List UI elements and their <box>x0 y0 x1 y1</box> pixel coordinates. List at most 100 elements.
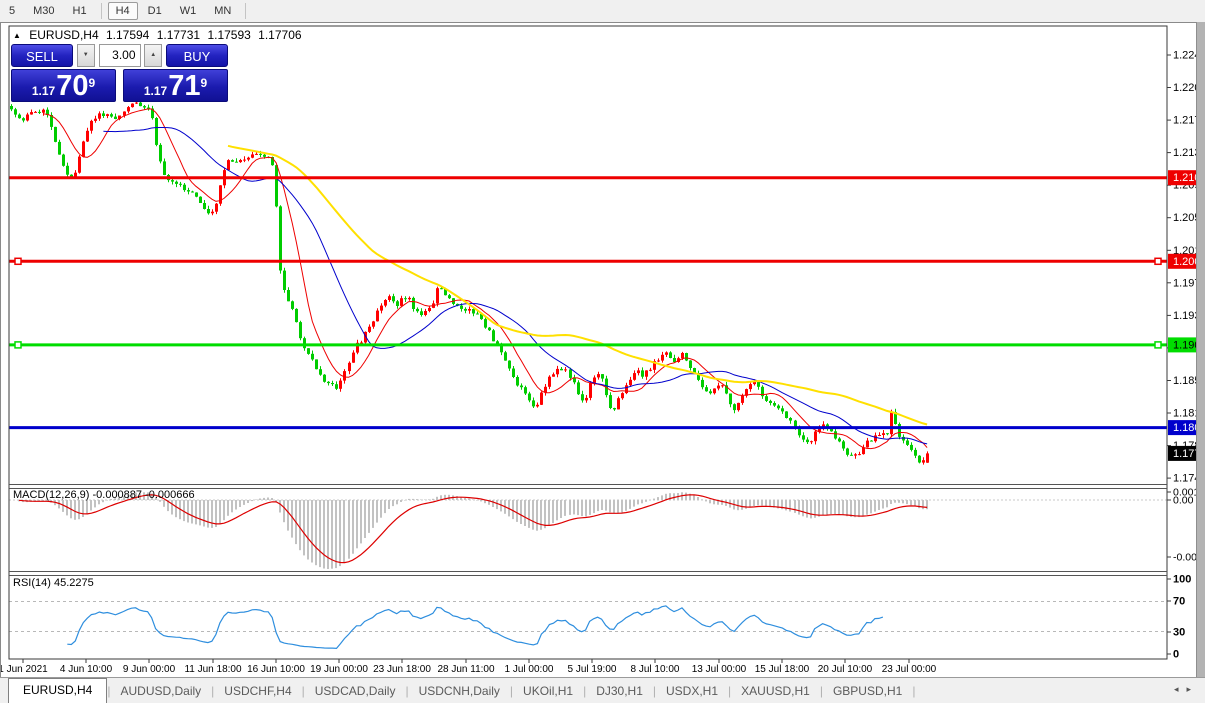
macd-histogram-bar <box>167 500 169 512</box>
price-chart[interactable]: 1.224801.220901.217001.213101.209201.205… <box>1 23 1197 678</box>
window-scroll-strip[interactable] <box>1196 22 1205 677</box>
tab-separator: | <box>211 684 215 698</box>
rsi-axis-label: 70 <box>1173 596 1185 608</box>
candle-body <box>163 161 166 175</box>
candle-body <box>74 172 77 178</box>
macd-histogram-bar <box>400 500 402 502</box>
timeframe-button-m30[interactable]: M30 <box>33 5 55 17</box>
macd-histogram-bar <box>42 500 44 502</box>
chart-tab-usdchf[interactable]: USDCHF,H4 <box>224 684 292 698</box>
timeframe-button-mn[interactable]: MN <box>214 5 232 17</box>
macd-histogram-bar <box>789 500 791 512</box>
candle-body <box>709 391 712 394</box>
candle-body <box>798 427 801 436</box>
candle-body <box>199 196 202 203</box>
price-axis-label: 1.21700 <box>1173 115 1197 127</box>
candle-body <box>315 359 318 370</box>
candle-body <box>617 398 620 410</box>
macd-histogram-bar <box>118 497 120 500</box>
macd-histogram-bar <box>352 500 354 554</box>
macd-histogram-bar <box>331 500 333 569</box>
chart-tab-eurusd[interactable]: EURUSD,H4 <box>8 678 108 703</box>
chart-tab-ukoil[interactable]: UKOil,H1 <box>523 684 574 698</box>
macd-histogram-bar <box>524 500 526 526</box>
timeframe-button-5[interactable]: 5 <box>9 5 16 17</box>
candle-body <box>86 130 89 142</box>
macd-histogram-bar <box>830 500 832 514</box>
chart-tab-dj30[interactable]: DJ30,H1 <box>596 684 643 698</box>
current-price-badge-label: 1.17706 <box>1173 448 1197 460</box>
macd-histogram-bar <box>577 500 579 516</box>
candle-body <box>159 144 162 162</box>
chart-tab-gbpusd[interactable]: GBPUSD,H1 <box>832 684 903 698</box>
buy-price-display[interactable]: 1.17 71 9 <box>123 69 228 102</box>
moving-average-line[interactable] <box>43 108 928 450</box>
candle-body <box>18 114 21 119</box>
tab-scroll-left-icon[interactable]: ◂ <box>1173 684 1187 694</box>
candle-body <box>842 441 845 449</box>
chart-background <box>1 23 1197 678</box>
tab-scroll-arrows[interactable]: ◂▸ <box>1174 684 1199 695</box>
timeframe-button-w1[interactable]: W1 <box>179 5 197 17</box>
timeframe-button-d1[interactable]: D1 <box>147 5 162 17</box>
timeframe-button-h4[interactable]: H4 <box>107 2 138 20</box>
macd-histogram-bar <box>581 500 583 517</box>
candle-body <box>922 460 925 463</box>
macd-histogram-bar <box>637 500 639 505</box>
chart-tab-audusd[interactable]: AUDUSD,Daily <box>120 684 202 698</box>
candle-body <box>155 118 158 145</box>
line-selection-handle[interactable] <box>14 257 22 266</box>
macd-histogram-bar <box>866 500 868 515</box>
macd-histogram-bar <box>114 498 116 500</box>
chart-symbol: EURUSD,H4 <box>29 28 99 42</box>
candle-body <box>524 387 527 394</box>
candle-body <box>424 311 427 315</box>
candle-body <box>846 448 849 455</box>
sell-button[interactable]: SELL <box>11 44 73 67</box>
chart-tab-xauusd[interactable]: XAUUSD,H1 <box>741 684 810 698</box>
macd-histogram-bar <box>335 500 337 569</box>
macd-histogram-bar <box>753 500 755 506</box>
candle-body <box>601 374 604 379</box>
tab-separator: | <box>652 684 656 698</box>
candle-body <box>516 377 519 386</box>
candle-body <box>878 435 881 436</box>
chart-tab-usdx[interactable]: USDX,H1 <box>666 684 719 698</box>
volume-input[interactable]: 3.00 <box>98 44 141 67</box>
buy-button[interactable]: BUY <box>166 44 228 67</box>
timeframe-button-h1[interactable]: H1 <box>72 5 87 17</box>
candle-body <box>476 313 479 315</box>
volume-decrease-button[interactable]: ▼ <box>76 44 95 67</box>
macd-histogram-bar <box>894 500 896 503</box>
candle-body <box>468 309 471 311</box>
macd-histogram-bar <box>380 500 382 518</box>
moving-average-line[interactable] <box>227 144 928 426</box>
sell-price-display[interactable]: 1.17 70 9 <box>11 69 116 102</box>
chart-tab-usdcad[interactable]: USDCAD,Daily <box>314 684 396 698</box>
macd-histogram-bar <box>106 500 108 501</box>
candle-body <box>581 394 584 401</box>
candle-body <box>613 408 616 410</box>
macd-histogram-bar <box>348 500 350 559</box>
buy-price-big: 71 <box>168 70 201 102</box>
macd-histogram-bar <box>870 500 872 514</box>
candle-body <box>886 433 889 435</box>
candle-body <box>689 360 692 368</box>
macd-histogram-bar <box>404 500 406 501</box>
collapse-arrow-icon[interactable]: ▲ <box>13 31 21 40</box>
line-selection-handle[interactable] <box>14 341 22 349</box>
macd-histogram-bar <box>777 500 779 509</box>
chart-tab-usdcnh[interactable]: USDCNH,Daily <box>418 684 500 698</box>
macd-histogram-bar <box>874 500 876 512</box>
rsi-axis-label: 0 <box>1173 649 1179 661</box>
macd-histogram-bar <box>227 500 229 516</box>
tab-scroll-right-icon[interactable]: ▸ <box>1186 684 1199 694</box>
line-selection-handle[interactable] <box>1154 257 1162 266</box>
macd-histogram-bar <box>428 499 430 500</box>
candle-body <box>761 386 764 397</box>
line-selection-handle[interactable] <box>1154 341 1162 349</box>
volume-increase-button[interactable]: ▲ <box>144 44 163 67</box>
macd-histogram-bar <box>496 500 498 510</box>
macd-histogram-bar <box>251 500 253 502</box>
candle-body <box>352 352 355 363</box>
